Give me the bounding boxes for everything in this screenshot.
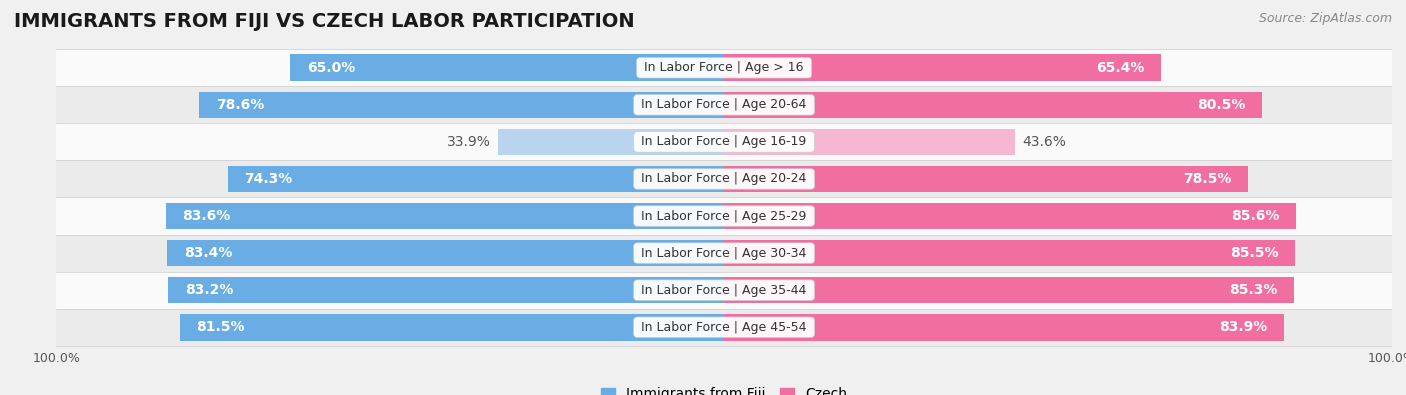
Bar bbox=[166, 203, 724, 229]
Bar bbox=[167, 240, 724, 267]
Bar bbox=[724, 314, 1285, 340]
Bar bbox=[724, 166, 1249, 192]
Text: 65.4%: 65.4% bbox=[1095, 61, 1144, 75]
Text: IMMIGRANTS FROM FIJI VS CZECH LABOR PARTICIPATION: IMMIGRANTS FROM FIJI VS CZECH LABOR PART… bbox=[14, 12, 634, 31]
Text: 85.5%: 85.5% bbox=[1230, 246, 1278, 260]
Text: 85.3%: 85.3% bbox=[1229, 283, 1277, 297]
Text: In Labor Force | Age 16-19: In Labor Force | Age 16-19 bbox=[637, 135, 811, 149]
Bar bbox=[56, 235, 1392, 272]
Text: 83.6%: 83.6% bbox=[183, 209, 231, 223]
Bar bbox=[200, 92, 724, 118]
Text: In Labor Force | Age > 16: In Labor Force | Age > 16 bbox=[640, 61, 808, 74]
Text: In Labor Force | Age 20-24: In Labor Force | Age 20-24 bbox=[637, 173, 811, 186]
Bar bbox=[56, 49, 1392, 87]
Text: 65.0%: 65.0% bbox=[307, 61, 354, 75]
Text: 78.6%: 78.6% bbox=[217, 98, 264, 112]
Bar bbox=[724, 203, 1296, 229]
Text: 43.6%: 43.6% bbox=[1022, 135, 1066, 149]
Text: In Labor Force | Age 20-64: In Labor Force | Age 20-64 bbox=[637, 98, 811, 111]
Bar bbox=[724, 55, 1161, 81]
Bar bbox=[228, 166, 724, 192]
Text: Source: ZipAtlas.com: Source: ZipAtlas.com bbox=[1258, 12, 1392, 25]
Bar bbox=[56, 160, 1392, 198]
Text: In Labor Force | Age 30-34: In Labor Force | Age 30-34 bbox=[637, 246, 811, 260]
Bar bbox=[56, 308, 1392, 346]
Text: In Labor Force | Age 25-29: In Labor Force | Age 25-29 bbox=[637, 209, 811, 222]
Text: 33.9%: 33.9% bbox=[447, 135, 491, 149]
Bar bbox=[56, 198, 1392, 235]
Bar bbox=[180, 314, 724, 340]
Legend: Immigrants from Fiji, Czech: Immigrants from Fiji, Czech bbox=[596, 382, 852, 395]
Text: 83.9%: 83.9% bbox=[1219, 320, 1268, 334]
Bar bbox=[724, 240, 1295, 267]
Bar bbox=[169, 277, 724, 303]
Text: 74.3%: 74.3% bbox=[245, 172, 292, 186]
Bar bbox=[290, 55, 724, 81]
Text: 85.6%: 85.6% bbox=[1230, 209, 1279, 223]
Text: In Labor Force | Age 35-44: In Labor Force | Age 35-44 bbox=[637, 284, 811, 297]
Bar bbox=[56, 123, 1392, 160]
Bar bbox=[56, 272, 1392, 308]
Text: 78.5%: 78.5% bbox=[1184, 172, 1232, 186]
Bar bbox=[498, 128, 724, 155]
Text: In Labor Force | Age 45-54: In Labor Force | Age 45-54 bbox=[637, 321, 811, 334]
Bar bbox=[724, 128, 1015, 155]
Bar bbox=[724, 92, 1261, 118]
Text: 81.5%: 81.5% bbox=[197, 320, 245, 334]
Text: 83.4%: 83.4% bbox=[184, 246, 232, 260]
Text: 83.2%: 83.2% bbox=[186, 283, 233, 297]
Text: 80.5%: 80.5% bbox=[1197, 98, 1246, 112]
Bar bbox=[724, 277, 1294, 303]
Bar bbox=[56, 87, 1392, 123]
